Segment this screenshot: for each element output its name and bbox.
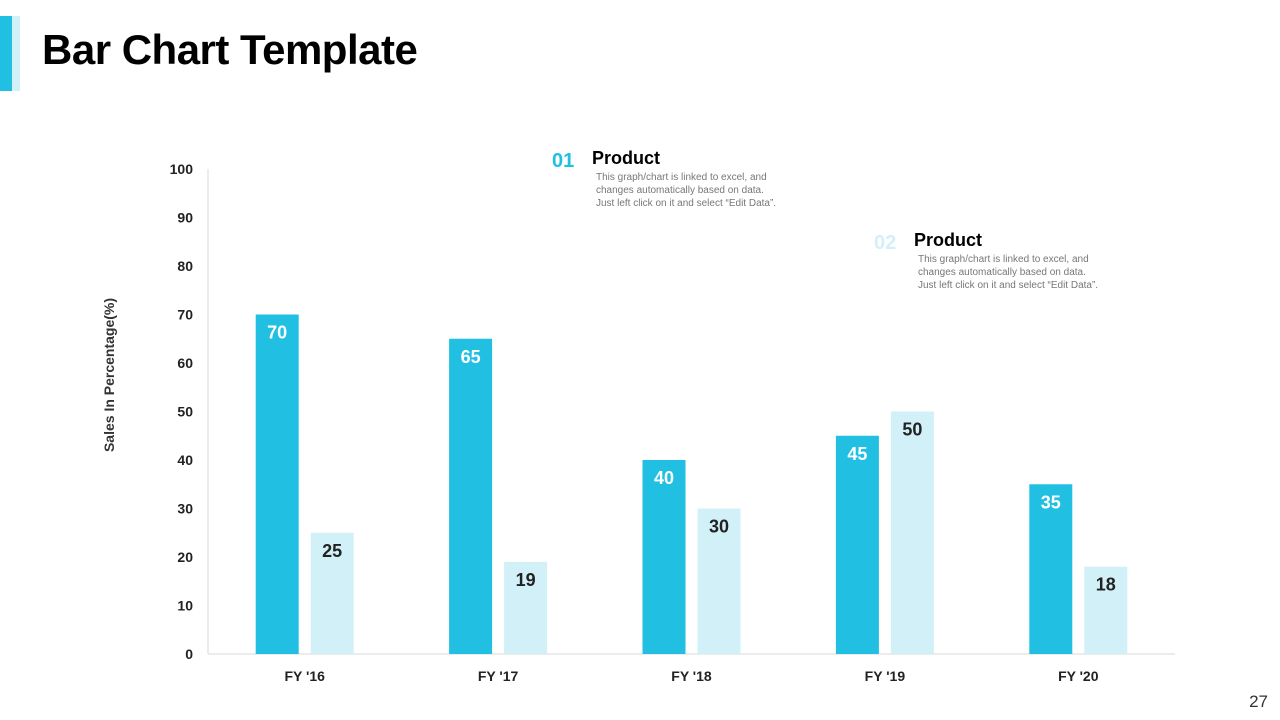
accent-bar-dark [0,16,12,91]
y-tick-label: 20 [177,549,193,565]
y-tick-label: 70 [177,307,193,323]
bar-series-2 [890,411,934,654]
x-tick-label: FY '16 [284,668,325,684]
bar-value-label: 50 [902,420,922,440]
legend-description-line: This graph/chart is linked to excel, and [918,254,1089,265]
page-title: Bar Chart Template [42,26,418,73]
x-tick-label: FY '19 [865,668,906,684]
y-tick-label: 0 [185,646,193,662]
bar-value-label: 40 [654,468,674,488]
legend-description-line: Just left click on it and select “Edit D… [918,280,1099,291]
legend-description-line: changes automatically based on data. [918,267,1086,278]
legend-description-2: This graph/chart is linked to excel, and… [918,253,1148,292]
bar-value-label: 65 [461,347,481,367]
legend-description-line: Just left click on it and select “Edit D… [596,198,777,209]
bar-value-label: 30 [709,517,729,537]
x-tick-label: FY '17 [478,668,519,684]
bar-series-1 [255,314,299,654]
y-tick-label: 60 [177,355,193,371]
bar-series-2 [1084,566,1128,654]
page-number: 27 [1249,692,1268,711]
bar-value-label: 45 [847,444,867,464]
bar-series-2 [504,561,548,654]
legend-description-1: This graph/chart is linked to excel, and… [596,171,826,210]
bar-series-2 [310,532,354,654]
accent-bar-light [12,16,20,91]
bar-series-2 [697,508,741,654]
y-tick-label: 10 [177,598,193,614]
bar-value-label: 35 [1041,492,1061,512]
legend-label-1: Product [592,148,661,168]
x-tick-label: FY '20 [1058,668,1099,684]
y-axis-label: Sales In Percentage(%) [101,298,117,452]
legend-description-line: This graph/chart is linked to excel, and [596,172,767,183]
bar-series-1 [449,338,493,654]
legend-label-2: Product [914,230,983,250]
y-tick-label: 50 [177,404,193,420]
bar-series-1 [1029,484,1073,654]
y-tick-label: 30 [177,501,193,517]
bar-series-1 [835,435,879,654]
x-tick-label: FY '18 [671,668,712,684]
legend-description-line: changes automatically based on data. [596,185,764,196]
legend-number-2: 02 [874,232,897,254]
bar-series-1 [642,460,686,654]
bar-value-label: 70 [267,323,287,343]
y-tick-label: 80 [177,258,193,274]
bar-value-label: 18 [1096,575,1116,595]
y-tick-label: 100 [170,161,194,177]
y-tick-label: 40 [177,452,193,468]
y-tick-label: 90 [177,210,193,226]
legend-number-1: 01 [552,150,575,172]
title-accent-bar [0,16,20,91]
bar-value-label: 19 [516,570,536,590]
bar-value-label: 25 [322,541,342,561]
